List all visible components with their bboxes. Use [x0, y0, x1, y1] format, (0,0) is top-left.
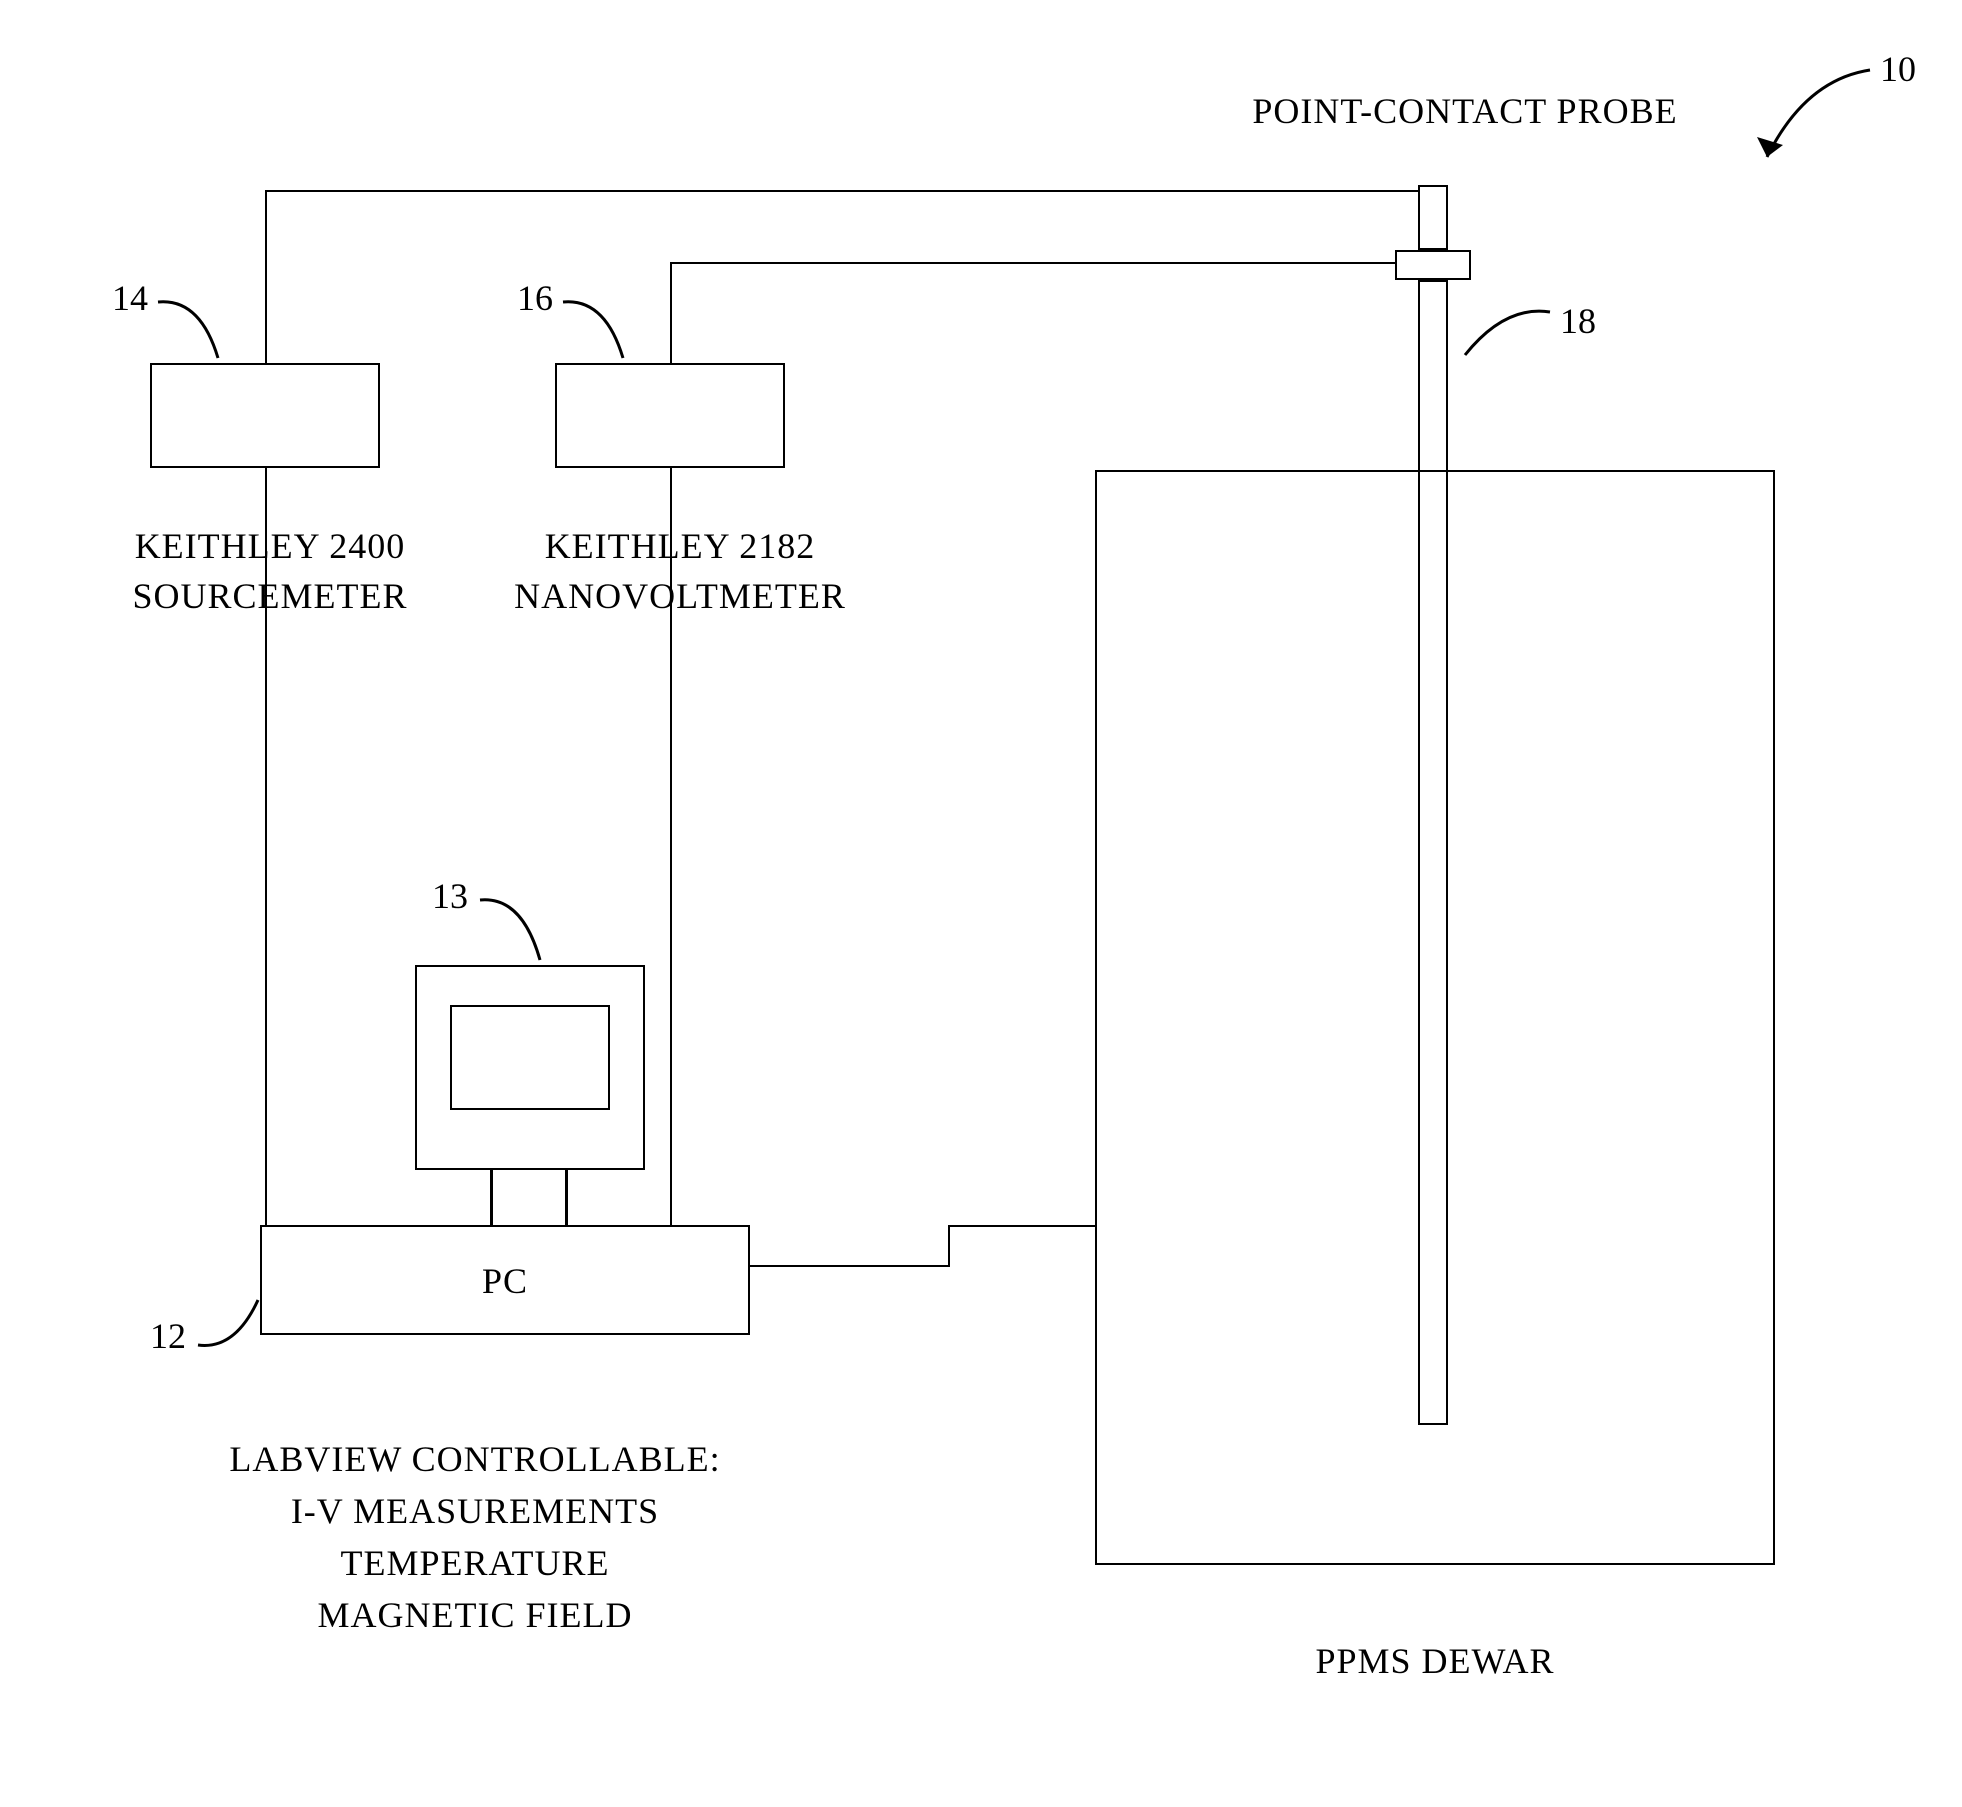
wire-nv-top-h: [670, 262, 1397, 264]
pc-label: PC: [460, 1260, 550, 1302]
block-diagram: 10 POINT-CONTACT PROBE 18 14 KEITHLEY 24…: [0, 0, 1962, 1807]
wire-sm-down: [265, 468, 267, 1258]
nanovoltmeter-label-1: KEITHLEY 2182: [500, 525, 860, 567]
callout-hook-14: [150, 290, 240, 370]
pc-sublabel-1: LABVIEW CONTROLLABLE:: [155, 1438, 795, 1480]
wire-sm-up: [265, 190, 267, 365]
dewar-box: [1095, 470, 1775, 1565]
wire-nv-down: [670, 468, 672, 1227]
wire-pc-v: [948, 1225, 950, 1267]
callout-hook-16: [555, 290, 645, 370]
callout-pc: 12: [150, 1315, 186, 1357]
callout-nanovoltmeter: 16: [517, 277, 553, 319]
nanovoltmeter-label-2: NANOVOLTMETER: [480, 575, 880, 617]
wire-pc-h2: [948, 1225, 1097, 1227]
pc-sublabel-2: I-V MEASUREMENTS: [155, 1490, 795, 1532]
sourcemeter-box: [150, 363, 380, 468]
wire-pc-h: [750, 1265, 950, 1267]
callout-monitor: 13: [432, 875, 468, 917]
monitor-leg-right: [565, 1170, 568, 1227]
callout-sourcemeter: 14: [112, 277, 148, 319]
pc-sublabel-3: TEMPERATURE: [155, 1542, 795, 1584]
sourcemeter-label-2: SOURCEMETER: [100, 575, 440, 617]
probe-title: POINT-CONTACT PROBE: [1155, 90, 1775, 132]
callout-hook-13: [472, 888, 562, 968]
dewar-label: PPMS DEWAR: [1195, 1640, 1675, 1682]
nanovoltmeter-box: [555, 363, 785, 468]
wire-nv-up: [670, 262, 672, 365]
sourcemeter-label-1: KEITHLEY 2400: [100, 525, 440, 567]
wire-sm-top-h: [265, 190, 1420, 192]
monitor-inner: [450, 1005, 610, 1110]
probe-cap: [1418, 185, 1448, 250]
callout-hook-12: [190, 1290, 270, 1360]
callout-hook-18: [1450, 300, 1570, 370]
pc-sublabel-4: MAGNETIC FIELD: [155, 1594, 795, 1636]
probe-flange: [1395, 250, 1471, 280]
monitor-leg-left: [490, 1170, 493, 1227]
